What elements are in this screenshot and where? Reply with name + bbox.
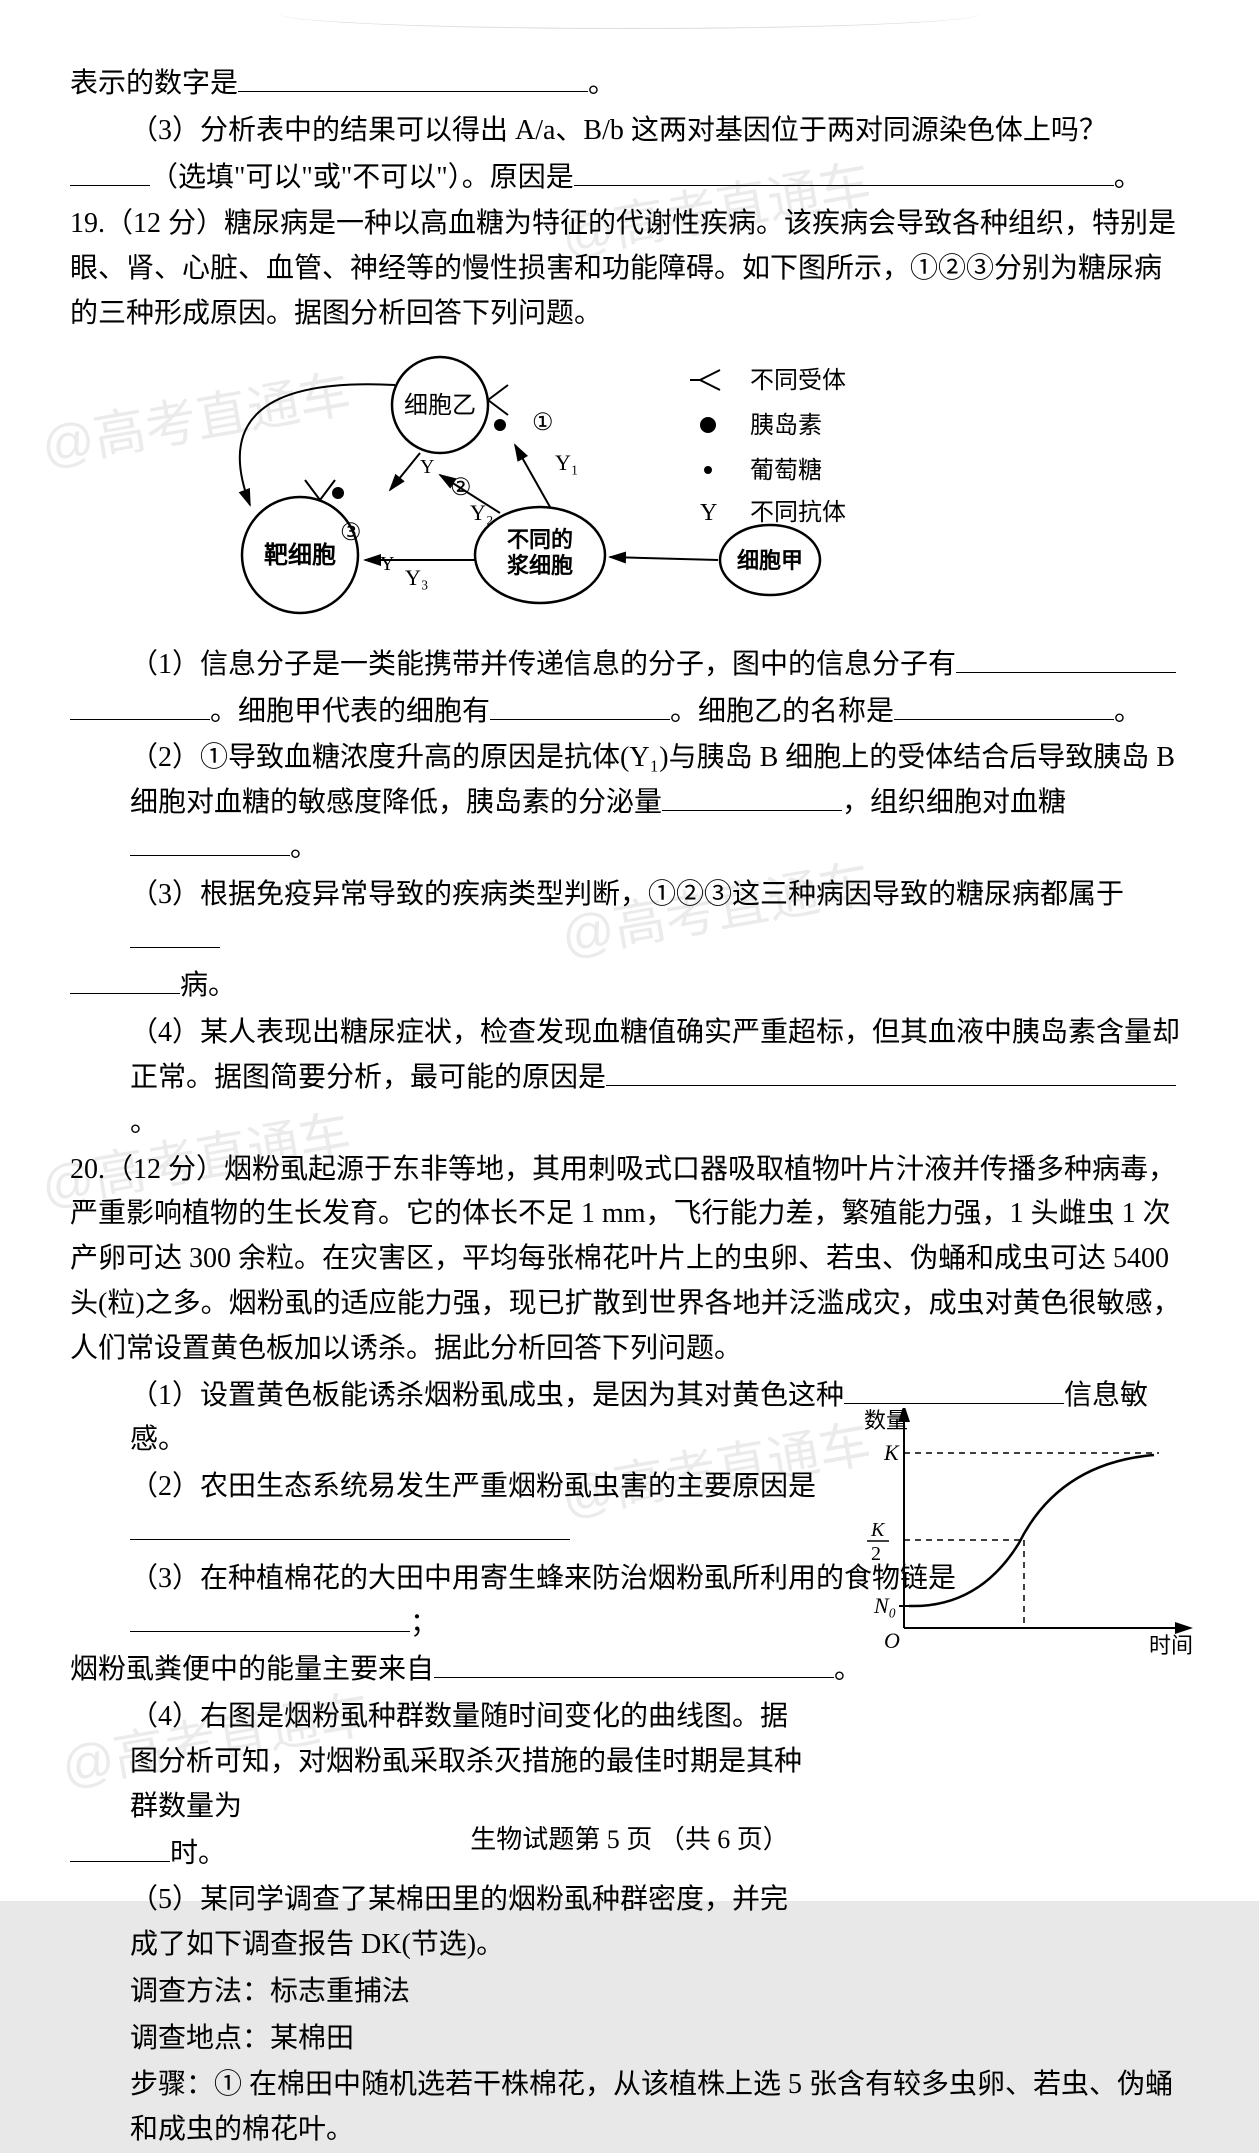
q19-p1-b: 。细胞甲代表的细胞有 xyxy=(210,696,490,727)
q19-p1-a: （1）信息分子是一类能携带并传递信息的分子，图中的信息分子有 xyxy=(130,649,956,680)
q20-steps: 步骤：① 在棉田中随机选若干株棉花，从该植株上选 5 张含有较多虫卵、若虫、伪蛹… xyxy=(70,2063,1189,2153)
q20-p4-a: （4）右图是烟粉虱种群数量随时间变化的曲线图。据图分析可知，对烟粉虱采取杀灭措施… xyxy=(130,1701,802,1822)
q19-diagram: 细胞乙 靶细胞 不同的 浆细胞 细胞甲 Y₁ xyxy=(70,345,1189,635)
q20-header-text: 20.（12 分）烟粉虱起源于东非等地，其用刺吸式口器吸取植物叶片汁液并传播多种… xyxy=(70,1154,1181,1364)
K2n: K xyxy=(870,1519,886,1541)
legend: 不同受体 胰岛素 葡萄糖 Y 不同抗体 xyxy=(690,367,846,526)
q20-p3-b: ； xyxy=(410,1608,438,1639)
q20-p4: （4）右图是烟粉虱种群数量随时间变化的曲线图。据图分析可知，对烟粉虱采取杀灭措施… xyxy=(70,1695,1189,1829)
prev-line1-b: 。 xyxy=(588,68,616,99)
q19-p3-b: 病。 xyxy=(180,970,236,1001)
page-footer: 生物试题第 5 页 （共 6 页） xyxy=(0,1819,1259,1861)
q19-header: 19.（12 分）糖尿病是一种以高血糖为特征的代谢性疾病。该疾病会导致各种组织，… xyxy=(70,202,1189,336)
cell-a-label: 细胞甲 xyxy=(737,548,803,573)
n3: ③ xyxy=(340,520,362,546)
blank xyxy=(130,919,220,948)
q20-method: 调查方法：标志重捕法 xyxy=(70,1970,1189,2015)
K-label: K xyxy=(883,1440,900,1465)
plasma-label-b: 浆细胞 xyxy=(507,553,573,578)
q20-p5-a: （5）某同学调查了某棉田里的烟粉虱种群密度，并完成了如下调查报告 DK(节选)。 xyxy=(130,1884,788,1960)
blank xyxy=(434,1649,834,1678)
q19-p2-c: 。 xyxy=(290,832,318,863)
y3-label: Y₃ xyxy=(405,565,429,590)
q19-p1-c: 。细胞乙的名称是 xyxy=(670,696,894,727)
blank xyxy=(70,157,150,186)
q20-p3-a: （3）在种植棉花的大田中用寄生蜂来防治烟粉虱所利用的食物链是 xyxy=(130,1563,956,1594)
q20-header: 20.（12 分）烟粉虱起源于东非等地，其用刺吸式口器吸取植物叶片汁液并传播多种… xyxy=(70,1148,1189,1372)
prev-line2: （3）分析表中的结果可以得出 A/a、B/b 这两对基因位于两对同源染色体上吗？ xyxy=(70,109,1189,154)
n2: ② xyxy=(450,475,472,501)
q19-p1-l2: 。细胞甲代表的细胞有 。细胞乙的名称是 。 xyxy=(70,690,1189,735)
K2d: 2 xyxy=(871,1543,881,1565)
prev-line1: 表示的数字是 。 xyxy=(70,62,1189,107)
binding-curve xyxy=(280,8,980,29)
svg-text:Y: Y xyxy=(700,500,717,526)
q19-p1-l1: （1）信息分子是一类能携带并传递信息的分子，图中的信息分子有 xyxy=(70,643,1189,688)
q20-chart: 数量 时间 K K 2 N₀ O xyxy=(849,1408,1199,1668)
target-cell-label: 靶细胞 xyxy=(264,541,336,569)
legend-antibody: 不同抗体 xyxy=(750,499,846,526)
q19-p3-a: （3）根据免疫异常导致的疾病类型判断，①②③这三种病因导致的糖尿病都属于 xyxy=(130,879,1124,910)
svg-text:Y: Y xyxy=(380,553,394,575)
q20-p2-a: （2）农田生态系统易发生严重烟粉虱虫害的主要原因是 xyxy=(130,1471,816,1502)
blank xyxy=(238,63,588,92)
q19-p2: （2）①导致血糖浓度升高的原因是抗体(Y₁)与胰岛 B 细胞上的受体结合后导致胰… xyxy=(70,736,1189,870)
blank xyxy=(956,644,1176,673)
blank xyxy=(130,1603,410,1632)
blank xyxy=(70,965,180,994)
q19-p4: （4）某人表现出糖尿症状，检查发现血糖值确实严重超标，但其血液中胰岛素含量却正常… xyxy=(70,1011,1189,1145)
O-label: O xyxy=(884,1628,900,1653)
legend-insulin: 胰岛素 xyxy=(750,412,822,439)
prev-line3-b: 。 xyxy=(1114,162,1142,193)
svg-text:Y: Y xyxy=(420,456,434,478)
q20-chart-svg: 数量 时间 K K 2 N₀ O xyxy=(849,1408,1199,1668)
prev-line3-a: （选填"可以"或"不可以"）。原因是 xyxy=(150,162,574,193)
blank xyxy=(490,691,670,720)
q20-p1-a: （1）设置黄色板能诱杀烟粉虱成虫，是因为其对黄色这种 xyxy=(130,1380,844,1411)
exam-page: @高考直通车 @高考直通车 @高考直通车 @高考直通车 @高考直通车 @高考直通… xyxy=(0,0,1259,1901)
y1-label: Y₁ xyxy=(555,450,579,475)
q19-p1-d: 。 xyxy=(1114,696,1142,727)
blank xyxy=(662,782,842,811)
q20-p5: （5）某同学调查了某棉田里的烟粉虱种群密度，并完成了如下调查报告 DK(节选)。 xyxy=(70,1878,1189,1968)
prev-line1-a: 表示的数字是 xyxy=(70,68,238,99)
ylabel: 数量 xyxy=(864,1408,908,1433)
q20-p3-c: 烟粉虱粪便中的能量主要来自 xyxy=(70,1654,434,1685)
cell-b-label: 细胞乙 xyxy=(404,392,476,419)
legend-glucose: 葡萄糖 xyxy=(750,457,822,484)
q19-p2-b: ，组织细胞对血糖 xyxy=(842,787,1066,818)
prev-line3: （选填"可以"或"不可以"）。原因是 。 xyxy=(70,156,1189,201)
blank xyxy=(844,1375,1064,1404)
n1: ① xyxy=(532,410,554,436)
q19-p3: （3）根据免疫异常导致的疾病类型判断，①②③这三种病因导致的糖尿病都属于 xyxy=(70,873,1189,963)
xlabel: 时间 xyxy=(1149,1633,1193,1658)
q19-diagram-svg: 细胞乙 靶细胞 不同的 浆细胞 细胞甲 Y₁ xyxy=(70,345,1170,635)
q19-p3b: 病。 xyxy=(70,964,1189,1009)
N0-label: N₀ xyxy=(873,1593,896,1618)
blank xyxy=(70,691,210,720)
plasma-label-a: 不同的 xyxy=(507,527,573,552)
blank xyxy=(574,157,1114,186)
blank xyxy=(130,1511,570,1540)
blank xyxy=(130,827,290,856)
q19-p4-b: 。 xyxy=(130,1107,158,1138)
blank xyxy=(894,691,1114,720)
legend-receptor: 不同受体 xyxy=(750,367,846,394)
blank xyxy=(606,1057,1176,1086)
q19-header-text: 19.（12 分）糖尿病是一种以高血糖为特征的代谢性疾病。该疾病会导致各种组织，… xyxy=(70,208,1176,329)
q20-location: 调查地点：某棉田 xyxy=(70,2017,1189,2062)
y2-label: Y₂ xyxy=(470,500,494,525)
